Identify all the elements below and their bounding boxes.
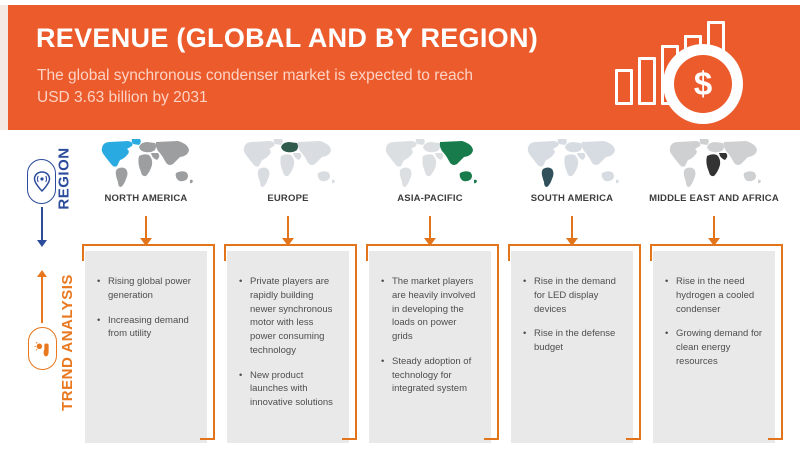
left-edge-strip [0,5,8,130]
region-rail-label: REGION [55,147,73,210]
trend-item: Increasing demand from utility [97,314,195,342]
trend-up-arrow-icon [37,270,47,323]
trend-card: Private players are rapidly building new… [224,244,357,443]
trend-item: Rising global power generation [97,275,195,303]
trend-item: Rise in the demand for LED display devic… [523,275,621,316]
down-arrow-icon [424,216,436,246]
trend-list: Rise in the demand for LED display devic… [523,275,621,355]
hand-coin-icon [28,327,57,370]
page-subtitle: The global synchronous condenser market … [37,65,473,109]
trend-item: The market players are heavily involved … [381,275,479,344]
trend-list: Rise in the need hydrogen a cooled conde… [665,275,763,369]
region-column-north-america: NORTH AMERICA Rising global power genera… [75,138,217,443]
trend-list: Rising global power generation Increasin… [97,275,195,341]
trend-list: The market players are heavily involved … [381,275,479,396]
dollar-sign: $ [674,55,732,113]
trend-card: Rising global power generation Increasin… [82,244,215,443]
trend-item: Rise in the defense budget [523,327,621,355]
region-down-arrow-icon [37,207,47,247]
trend-item: Growing demand for clean energy resource… [665,327,763,368]
world-map-europe-icon [243,139,335,187]
revenue-growth-icon: $ [608,5,794,130]
header: REVENUE (GLOBAL AND BY REGION) The globa… [8,5,800,130]
trend-card: Rise in the need hydrogen a cooled conde… [650,244,783,443]
trend-rail-label: TREND ANALYSIS [58,274,76,411]
hand-coin-glyph [33,341,49,356]
down-arrow-icon [140,216,152,246]
down-arrow-icon [566,216,578,246]
subtitle-line-1: The global synchronous condenser market … [37,67,473,84]
down-arrow-icon [282,216,294,246]
region-column-south-america: SOUTH AMERICA Rise in the demand for LED… [501,138,643,443]
region-label: SOUTH AMERICA [530,193,614,204]
page-title: REVENUE (GLOBAL AND BY REGION) [36,23,539,53]
bar-icon [638,57,656,105]
world-map-north-america-icon [101,139,193,187]
region-column-asia-pacific: ASIA-PACIFIC The market players are heav… [359,138,501,443]
trend-item: Rise in the need hydrogen a cooled conde… [665,275,763,316]
region-label: NORTH AMERICA [104,193,188,204]
down-arrow-icon [708,216,720,246]
dollar-coin-icon: $ [663,44,743,124]
region-label: ASIA-PACIFIC [397,193,463,204]
world-map-middle-east-africa-icon [669,139,761,187]
trend-item: New product launches with innovative sol… [239,369,337,410]
trend-item: Private players are rapidly building new… [239,275,337,358]
trend-card: Rise in the demand for LED display devic… [508,244,641,443]
region-column-middle-east-africa: MIDDLE EAST AND AFRICA Rise in the need … [643,138,785,443]
region-column-europe: EUROPE Private players are rapidly build… [217,138,359,443]
world-map-asia-pacific-icon [385,139,477,187]
location-pin-glyph [33,170,50,192]
trend-list: Private players are rapidly building new… [239,275,337,410]
trend-item: Steady adoption of technology for integr… [381,355,479,396]
location-pin-icon [27,159,56,204]
region-label: EUROPE [267,193,309,204]
bar-icon [615,69,633,105]
world-map-south-america-icon [527,139,619,187]
region-label: MIDDLE EAST AND AFRICA [649,193,779,204]
subtitle-line-2: USD 3.63 billion by 2031 [37,89,208,106]
trend-card: The market players are heavily involved … [366,244,499,443]
